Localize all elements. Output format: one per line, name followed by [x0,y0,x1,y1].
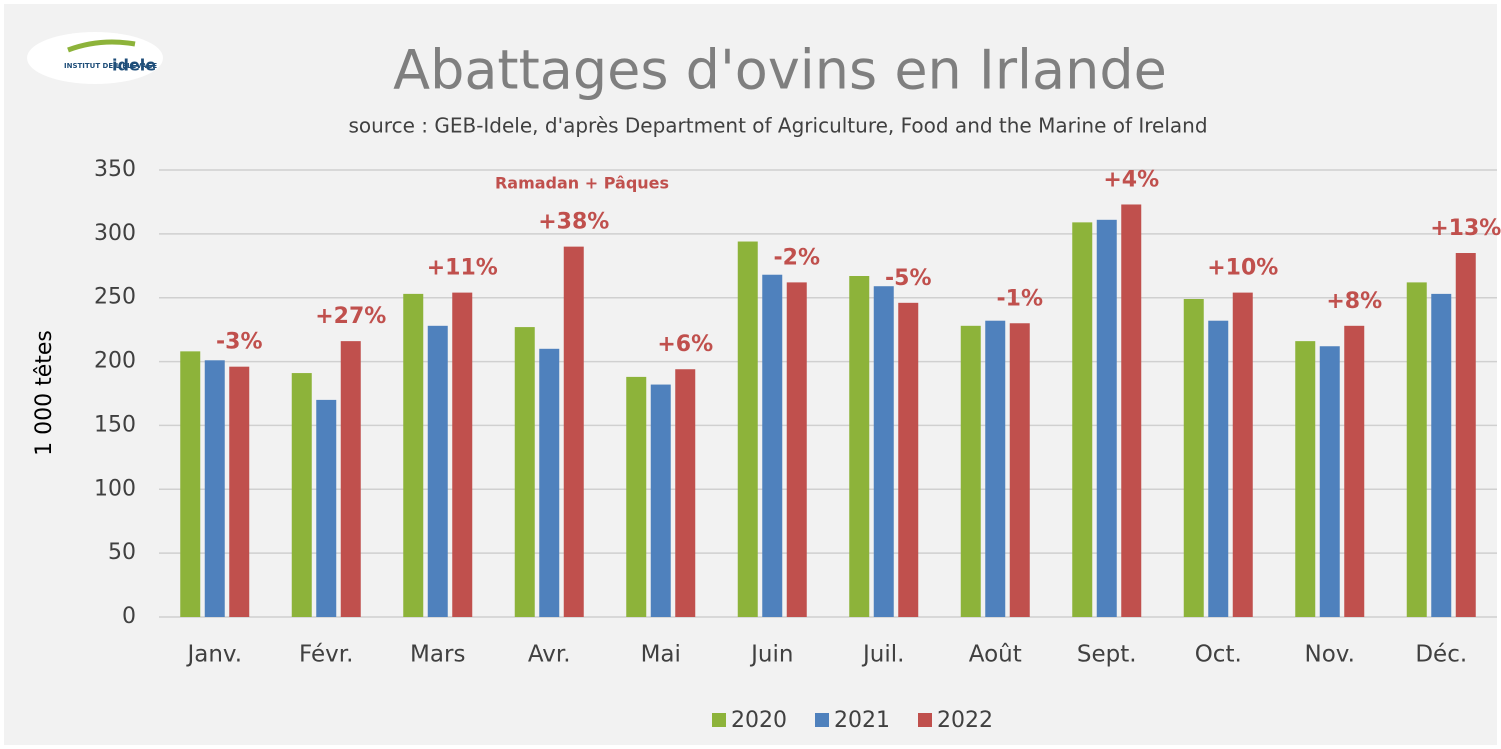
bar [204,360,225,617]
y-tick-label: 200 [94,349,136,374]
logo-swoosh [67,39,136,53]
legend-swatch [815,713,829,727]
bar [1232,292,1253,617]
y-tick-label: 350 [94,157,136,182]
x-tick-label: Févr. [299,642,353,668]
x-tick-label: Mai [641,642,681,668]
logo-brand: idele [112,56,156,75]
legend-label: 2022 [937,708,993,733]
bar [1009,323,1030,617]
bar [1096,219,1117,617]
change-label: +13% [1430,216,1501,241]
bar [539,348,560,617]
bar [229,366,250,617]
annotation: Ramadan + Pâques [495,174,669,193]
bar [1406,282,1427,617]
change-label: +10% [1207,256,1278,281]
bar [650,384,671,617]
bar [316,399,337,617]
change-label: +8% [1326,289,1382,314]
bar [1183,298,1204,617]
y-tick-label: 100 [94,476,136,501]
y-axis-label: 1 000 têtes [32,330,57,456]
bar [1121,204,1142,618]
x-tick-label: Janv. [185,642,242,668]
y-tick-label: 300 [94,221,136,246]
bar [1208,320,1229,617]
change-label: -3% [216,330,262,355]
bar [849,276,870,617]
x-tick-label: Juil. [861,642,904,668]
bar [563,246,584,617]
bar [180,351,201,617]
y-tick-label: 0 [122,604,136,629]
x-tick-label: Juin [749,642,793,668]
change-label: +11% [427,256,498,281]
change-label: -1% [997,286,1043,311]
x-tick-label: Nov. [1305,642,1355,668]
bar [1072,222,1093,617]
legend-swatch [918,713,932,727]
legend-label: 2020 [731,708,787,733]
bar [786,282,807,617]
bar [1295,341,1316,617]
x-tick-label: Déc. [1415,642,1467,668]
legend-label: 2021 [834,708,890,733]
bar [1431,293,1452,617]
bar [898,302,919,617]
bar [1319,346,1340,617]
x-tick-label: Oct. [1195,642,1242,668]
x-tick-label: Août [969,642,1022,668]
bar [985,320,1006,617]
legend-swatch [712,713,726,727]
logo-text: INSTITUT DE L'ELEVAGE [64,62,157,70]
bar [626,376,647,617]
x-tick-label: Mars [410,642,465,668]
change-label: +6% [657,332,713,357]
change-label: +4% [1103,167,1159,192]
bar [675,369,696,617]
bar [403,293,424,617]
y-tick-label: 250 [94,285,136,310]
x-tick-label: Sept. [1077,642,1137,668]
chart-title: Abattages d'ovins en Irlande [393,39,1167,102]
bar [1455,253,1476,617]
bar [960,325,981,617]
chart-subtitle: source : GEB-Idele, d'après Department o… [348,114,1207,138]
bar [737,241,758,617]
bar [291,373,312,617]
bar [340,341,361,617]
change-label: +38% [538,210,609,235]
y-tick-label: 150 [94,412,136,437]
bar [1344,325,1365,617]
bar [873,286,894,617]
change-label: -2% [774,245,820,270]
x-tick-label: Avr. [528,642,571,668]
bar [514,327,535,617]
y-tick-label: 50 [108,540,136,565]
bar [762,274,783,617]
bar [452,292,473,617]
change-label: -5% [885,266,931,291]
change-label: +27% [315,304,386,329]
bar [427,325,448,617]
